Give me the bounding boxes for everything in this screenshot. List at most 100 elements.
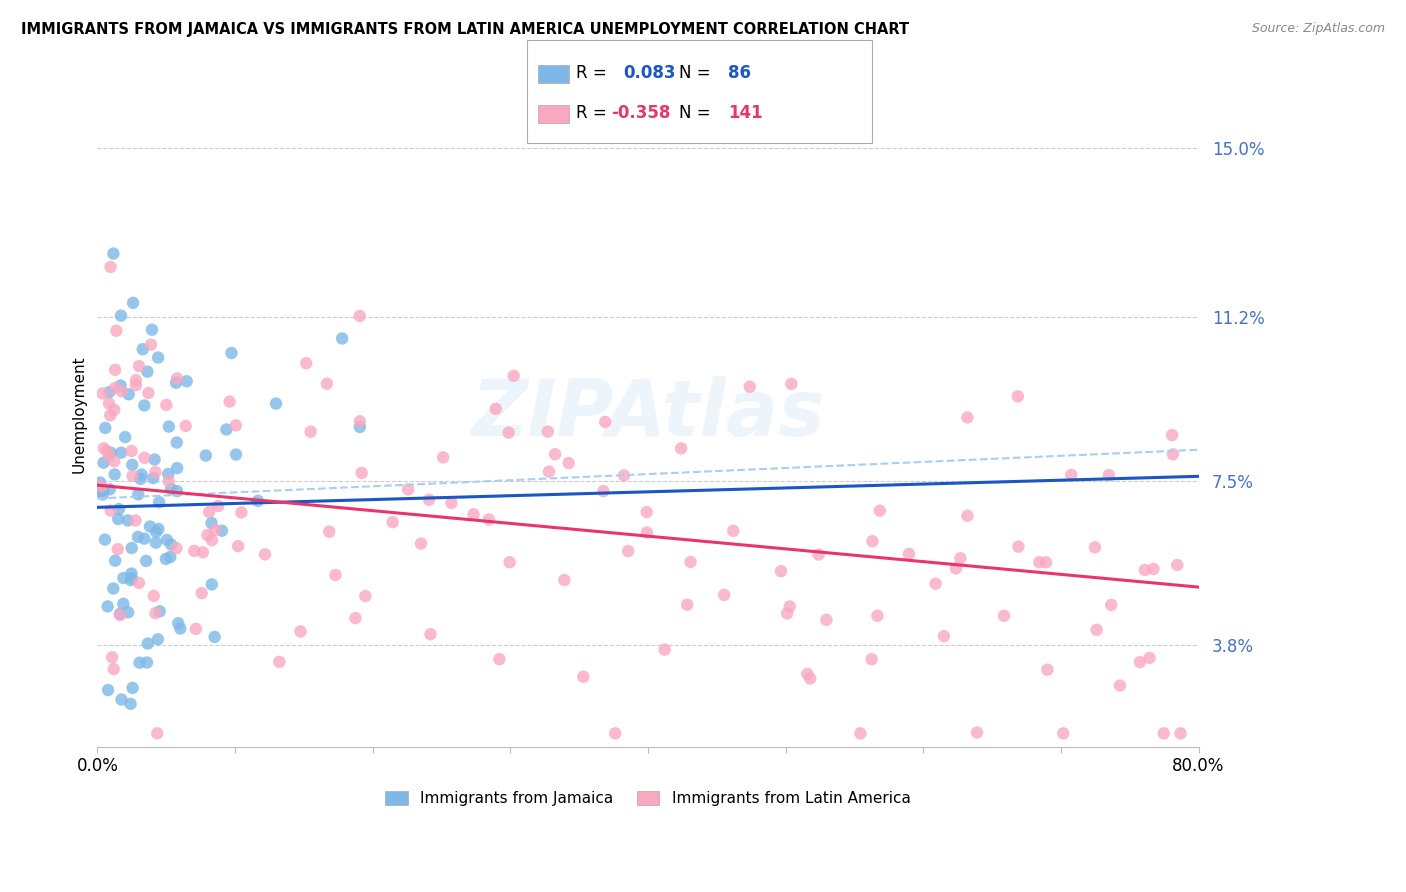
Point — [676, 598, 699, 612]
Point — [107, 512, 129, 526]
Point — [316, 376, 339, 391]
Point — [166, 371, 188, 385]
Point — [318, 524, 340, 539]
Text: R =: R = — [576, 64, 613, 82]
Point — [136, 656, 159, 670]
Text: 0.083: 0.083 — [623, 64, 675, 82]
Point — [127, 530, 149, 544]
Point — [198, 505, 221, 519]
Point — [134, 399, 156, 413]
Point — [354, 589, 377, 603]
Point — [98, 385, 121, 400]
Point — [295, 356, 318, 370]
Point — [613, 468, 636, 483]
Point — [94, 533, 117, 547]
Point — [103, 582, 125, 596]
Point — [1028, 555, 1050, 569]
Point — [246, 493, 269, 508]
Point — [184, 622, 207, 636]
Point — [325, 568, 347, 582]
Legend: Immigrants from Jamaica, Immigrants from Latin America: Immigrants from Jamaica, Immigrants from… — [380, 785, 917, 812]
Point — [134, 450, 156, 465]
Point — [166, 484, 188, 499]
Point — [204, 523, 226, 537]
Point — [139, 337, 162, 351]
Point — [145, 524, 167, 539]
Point — [1060, 467, 1083, 482]
Point — [125, 378, 148, 392]
Point — [120, 697, 142, 711]
Point — [128, 576, 150, 591]
Point — [860, 652, 883, 666]
Point — [723, 524, 745, 538]
Point — [129, 472, 152, 486]
Point — [572, 670, 595, 684]
Point — [956, 410, 979, 425]
Point — [97, 396, 120, 410]
Point — [949, 551, 972, 566]
Point — [592, 484, 614, 499]
Point — [498, 555, 520, 569]
Point — [225, 448, 247, 462]
Point — [557, 456, 579, 470]
Point — [128, 656, 150, 670]
Point — [157, 474, 180, 488]
Point — [157, 467, 180, 481]
Point — [103, 454, 125, 468]
Point — [290, 624, 312, 639]
Point — [166, 435, 188, 450]
Point — [141, 323, 163, 337]
Point — [849, 726, 872, 740]
Point — [128, 359, 150, 373]
Point — [264, 396, 287, 410]
Point — [502, 368, 524, 383]
Point — [104, 467, 127, 482]
Point — [159, 549, 181, 564]
Point — [105, 324, 128, 338]
Point — [166, 461, 188, 475]
Point — [98, 409, 121, 423]
Point — [932, 629, 955, 643]
Point — [132, 342, 155, 356]
Point — [121, 468, 143, 483]
Point — [103, 246, 125, 260]
Point — [776, 607, 799, 621]
Point — [120, 573, 142, 587]
Point — [127, 487, 149, 501]
Text: Source: ZipAtlas.com: Source: ZipAtlas.com — [1251, 22, 1385, 36]
Point — [112, 597, 135, 611]
Point — [169, 622, 191, 636]
Point — [396, 483, 419, 497]
Point — [194, 449, 217, 463]
Text: 86: 86 — [728, 64, 751, 82]
Point — [1035, 555, 1057, 569]
Point — [142, 589, 165, 603]
Point — [349, 414, 371, 428]
Point — [197, 528, 219, 542]
Point — [713, 588, 735, 602]
Point — [110, 692, 132, 706]
Point — [93, 456, 115, 470]
Point — [350, 466, 373, 480]
Point — [1170, 726, 1192, 740]
Point — [636, 505, 658, 519]
Point — [956, 508, 979, 523]
Point — [120, 566, 142, 581]
Point — [463, 508, 485, 522]
Point — [537, 425, 560, 439]
Point — [157, 419, 180, 434]
Point — [104, 363, 127, 377]
Point — [215, 423, 238, 437]
Point — [418, 492, 440, 507]
Point — [165, 376, 187, 390]
Point — [1099, 598, 1122, 612]
Point — [796, 667, 818, 681]
Point — [1139, 651, 1161, 665]
Point — [869, 503, 891, 517]
Point — [104, 381, 127, 395]
Point — [419, 627, 441, 641]
Point — [98, 483, 121, 497]
Point — [97, 449, 120, 463]
Point — [136, 636, 159, 650]
Point — [669, 442, 692, 456]
